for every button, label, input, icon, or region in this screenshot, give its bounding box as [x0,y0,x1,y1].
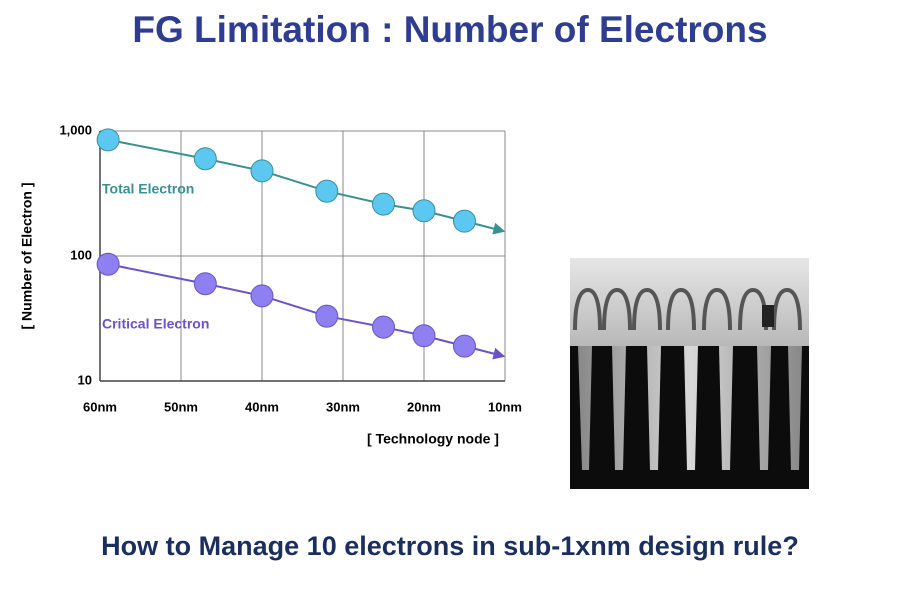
data-point [315,179,339,203]
slide-title: FG Limitation : Number of Electrons [132,9,767,50]
data-point [315,304,339,328]
data-point [250,159,274,183]
series-label: Critical Electron [102,316,209,332]
x-tick-label: 60nm [83,399,117,414]
data-point [412,324,436,348]
y-tick-label: 10 [78,372,92,387]
series-line [107,263,465,348]
x-tick-label: 20nm [407,399,441,414]
y-tick-label: 1,000 [59,122,92,137]
data-point [372,192,395,216]
data-point [453,334,476,358]
data-point [96,252,120,276]
data-point [250,284,274,308]
data-point [96,128,120,152]
chart: 10 100 1,000 60nm 50nm 40nm 30nm 20nm 10nm [ Numb… [19,122,522,446]
data-point [193,147,217,171]
y-tick-label: 100 [70,247,92,262]
data-point [453,209,476,233]
question: How to Manage 10 electrons in sub-1xnm d… [101,531,799,561]
x-axis-title: [ Technology node ] [367,431,499,447]
x-tick-label: 30nm [326,399,360,414]
tem-image [570,258,809,489]
x-tick-label: 40nm [245,399,279,414]
series-label: Total Electron [102,181,194,197]
data-point [193,272,217,296]
y-axis-title: [ Number of Electron ] [19,182,35,329]
x-tick-label: 50nm [164,399,198,414]
data-point [372,315,395,339]
x-tick-label: 10nm [488,399,522,414]
data-point [412,199,436,223]
